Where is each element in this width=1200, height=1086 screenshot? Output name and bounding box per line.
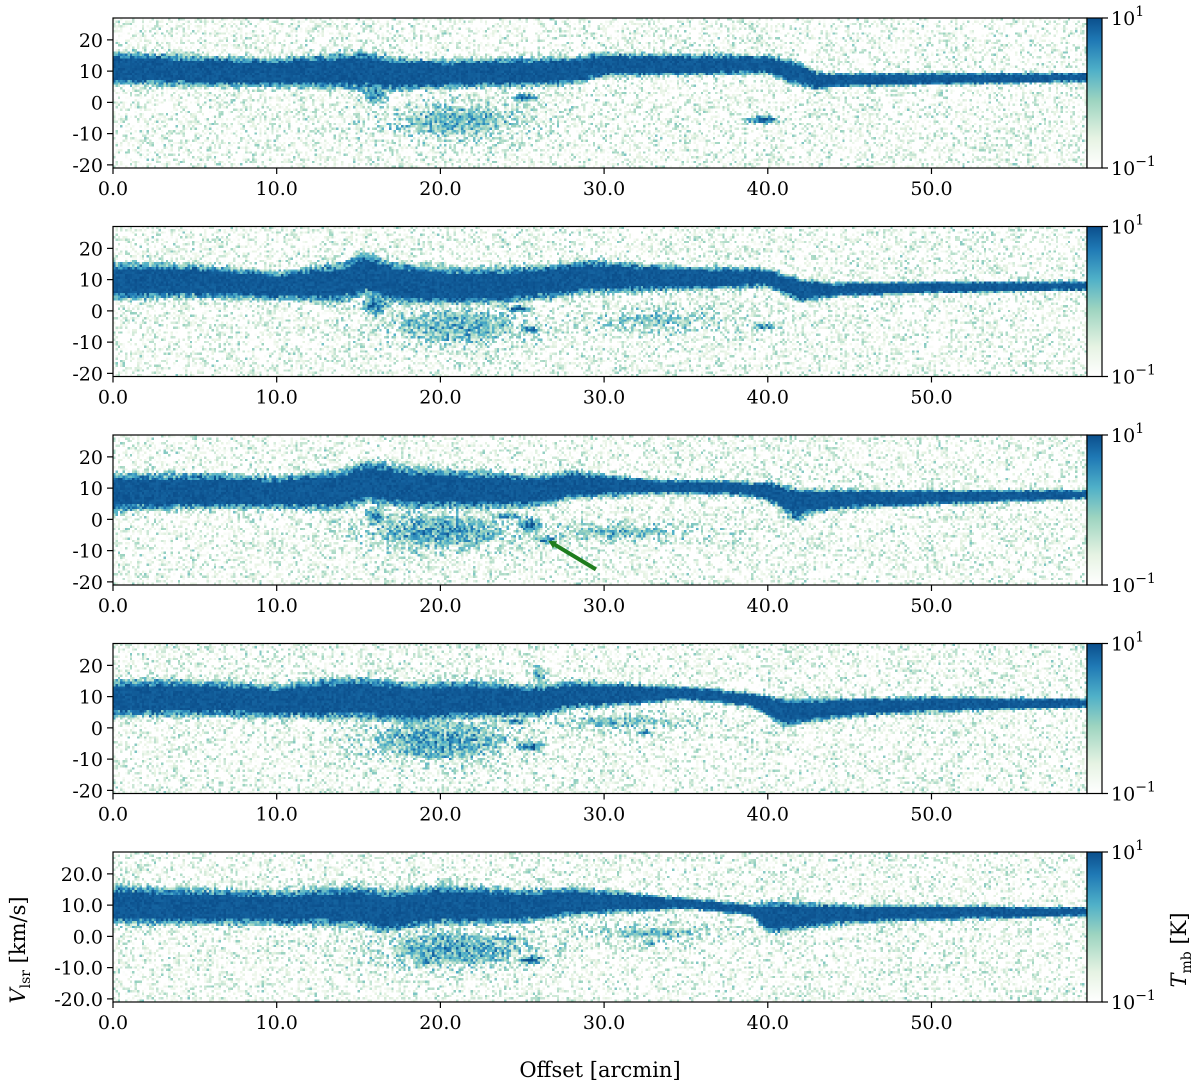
x-tick-label: 0.0	[98, 387, 128, 409]
heatmap-image	[113, 18, 1087, 168]
colorbar-tick-label: 10−1	[1111, 988, 1156, 1014]
y-axis-label-unit: [km/s]	[6, 896, 30, 970]
y-tick-label: 20	[79, 238, 103, 260]
x-tick-label: 0.0	[98, 595, 128, 617]
heatmap-image	[113, 226, 1087, 377]
x-tick-label: 30.0	[583, 804, 625, 826]
panel-2: 0.0 10.0 20.0 30.0 40.0 50.0 20 10 0 -10 -20 101 10−…	[72, 213, 1155, 409]
x-tick-label: 50.0	[910, 1012, 952, 1034]
y-tick-label: -10	[72, 541, 103, 563]
y-tick-label: -20.0	[54, 989, 103, 1011]
colorbar-tick-label: 101	[1111, 213, 1144, 239]
colorbar-tick-label: 10−1	[1111, 780, 1156, 806]
y-tick-label: -20	[72, 572, 103, 594]
colorbar-tick-label: 101	[1111, 4, 1144, 30]
colorbar	[1086, 17, 1103, 169]
x-tick-label: 10.0	[256, 595, 298, 617]
heatmap-image	[113, 643, 1087, 794]
y-tick-label: 10	[79, 270, 103, 292]
x-tick-label: 40.0	[747, 804, 789, 826]
x-tick-label: 30.0	[583, 387, 625, 409]
x-tick-label: 0.0	[98, 1012, 128, 1034]
panel-5: 0.0 10.0 20.0 30.0 40.0 50.0 20.0 10.0 0.0 -10.0 -…	[54, 838, 1156, 1034]
y-tick-label: -10	[72, 749, 103, 771]
y-tick-label: -20	[72, 780, 103, 802]
x-tick-label: 0.0	[98, 178, 128, 200]
y-tick-label: -20	[72, 363, 103, 385]
colorbar-tick-label: 101	[1111, 838, 1144, 864]
y-tick-label: 10	[79, 61, 103, 83]
y-tick-label: -10	[72, 332, 103, 354]
x-tick-label: 40.0	[747, 178, 789, 200]
heatmap-image	[113, 435, 1087, 585]
x-tick-label: 50.0	[910, 804, 952, 826]
colorbar-tick-label: 101	[1111, 630, 1144, 656]
y-tick-label: -20	[72, 155, 103, 177]
y-tick-label: 20.0	[61, 864, 103, 886]
colorbar-label-unit: [K]	[1167, 912, 1191, 951]
panel-3: 0.0 10.0 20.0 30.0 40.0 50.0 20 10 0 -10 -20 101 10−…	[72, 421, 1155, 617]
y-tick-label: 0	[91, 92, 103, 114]
x-axis-label: Offset [arcmin]	[519, 1058, 680, 1082]
y-axis-label: Vlsr [km/s]	[6, 896, 34, 1003]
x-tick-label: 20.0	[419, 178, 461, 200]
colorbar	[1086, 642, 1103, 795]
annotation-arrow	[548, 540, 597, 572]
colorbar-tick-label: 10−1	[1111, 363, 1156, 389]
panel-4: 0.0 10.0 20.0 30.0 40.0 50.0 20 10 0 -10 -20 101 10−…	[72, 630, 1155, 826]
x-tick-label: 20.0	[419, 804, 461, 826]
x-tick-label: 20.0	[419, 595, 461, 617]
y-tick-label: 20	[79, 30, 103, 52]
panels: 0.0 10.0 20.0 30.0 40.0 50.0 20 10 0 -10 -20 101 10−…	[54, 4, 1156, 1034]
x-tick-label: 50.0	[910, 387, 952, 409]
x-tick-label: 20.0	[419, 1012, 461, 1034]
x-tick-label: 10.0	[256, 804, 298, 826]
colorbar-label-sub: mb	[1179, 951, 1195, 973]
colorbar-tick-label: 10−1	[1111, 154, 1156, 180]
y-tick-label: 0.0	[73, 926, 103, 948]
y-tick-label: -10.0	[54, 958, 103, 980]
x-tick-label: 40.0	[747, 1012, 789, 1034]
y-tick-label: 10	[79, 687, 103, 709]
x-tick-label: 30.0	[583, 595, 625, 617]
y-tick-label: 0	[91, 509, 103, 531]
x-tick-label: 40.0	[747, 387, 789, 409]
y-tick-label: 0	[91, 301, 103, 323]
x-tick-label: 50.0	[910, 178, 952, 200]
colorbar	[1086, 851, 1103, 1003]
colorbar	[1086, 225, 1103, 378]
y-tick-label: 20	[79, 655, 103, 677]
y-tick-label: -10	[72, 124, 103, 146]
y-tick-label: 10.0	[61, 895, 103, 917]
colorbar	[1086, 434, 1103, 586]
y-tick-label: 0	[91, 718, 103, 740]
x-tick-label: 30.0	[583, 1012, 625, 1034]
panel-1: 0.0 10.0 20.0 30.0 40.0 50.0 20 10 0 -10 -20 101 10−…	[72, 4, 1155, 200]
colorbar-label: Tmb [K]	[1167, 912, 1195, 987]
x-tick-label: 50.0	[910, 595, 952, 617]
x-tick-label: 0.0	[98, 804, 128, 826]
colorbar-tick-label: 101	[1111, 421, 1144, 447]
x-tick-label: 10.0	[256, 1012, 298, 1034]
y-tick-label: 10	[79, 478, 103, 500]
x-tick-label: 10.0	[256, 178, 298, 200]
y-tick-label: 20	[79, 447, 103, 469]
x-tick-label: 20.0	[419, 387, 461, 409]
colorbar-tick-label: 10−1	[1111, 571, 1156, 597]
y-axis-label-sub: lsr	[18, 970, 34, 989]
colorbar-label-main: T	[1167, 972, 1191, 988]
heatmap-image	[113, 852, 1087, 1002]
x-tick-label: 40.0	[747, 595, 789, 617]
x-tick-label: 30.0	[583, 178, 625, 200]
y-axis-label-main: V	[6, 987, 30, 1004]
x-tick-label: 10.0	[256, 387, 298, 409]
